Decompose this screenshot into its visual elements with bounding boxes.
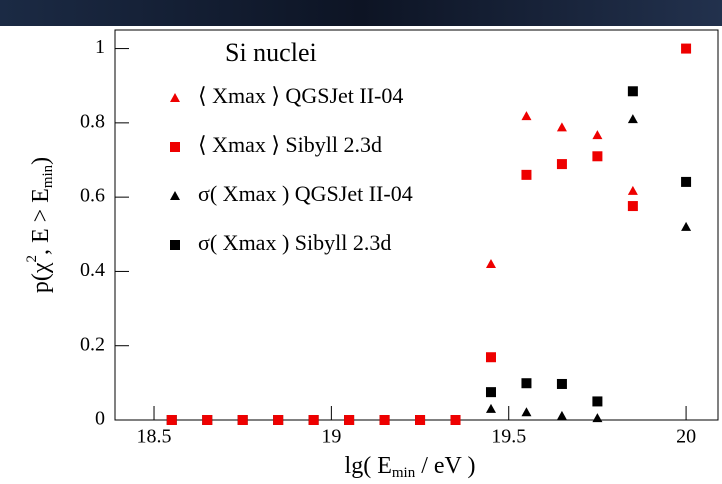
x-label-part: lg( E — [345, 453, 392, 479]
triangle-marker — [556, 410, 567, 420]
square-marker — [592, 151, 603, 162]
triangle-marker — [237, 415, 248, 424]
triangle-marker — [485, 259, 496, 268]
triangle-marker — [485, 403, 496, 413]
square-marker — [627, 86, 638, 97]
y-tick-label: 0.4 — [80, 259, 105, 281]
y-label-sup: 2 — [24, 255, 40, 263]
square-marker — [521, 169, 532, 180]
y-label-part: ) — [28, 157, 54, 165]
triangle-marker — [273, 415, 284, 424]
triangle-marker — [379, 415, 390, 424]
y-label-sub: min — [40, 164, 56, 188]
legend-marker — [170, 142, 180, 152]
triangle-marker — [681, 221, 692, 231]
legend-label: σ( Xmax ) Sibyll 2.3d — [198, 230, 391, 255]
y-label-part: p(χ — [28, 262, 54, 293]
legend-marker — [170, 240, 180, 250]
triangle-marker — [592, 130, 603, 140]
y-label-part: , E > E — [28, 188, 54, 255]
square-marker — [627, 201, 638, 212]
chart-title: Si nuclei — [225, 38, 317, 67]
square-marker — [556, 378, 567, 389]
triangle-marker — [556, 122, 567, 132]
legend-label: ⟨ Xmax ⟩ QGSJet II-04 — [198, 83, 403, 108]
triangle-marker — [344, 415, 355, 424]
legend-marker — [170, 93, 180, 102]
x-label-sub: min — [392, 465, 416, 481]
x-axis-label: lg( Emin / eV ) — [345, 453, 476, 482]
x-tick-label: 20 — [676, 426, 696, 448]
square-marker — [681, 176, 692, 187]
square-marker — [521, 378, 532, 389]
square-marker — [485, 387, 496, 398]
x-tick-label: 18.5 — [137, 426, 172, 448]
triangle-marker — [308, 415, 319, 424]
y-axis-label: p(χ2, E > Emin) — [24, 157, 56, 293]
triangle-marker — [450, 415, 461, 424]
y-tick-label: 0.2 — [80, 333, 105, 355]
header-band — [0, 0, 722, 26]
x-label-part: / eV ) — [415, 453, 475, 479]
y-tick-label: 0 — [95, 408, 105, 430]
y-tick-label: 1 — [95, 36, 105, 58]
x-tick-label: 19.5 — [491, 426, 526, 448]
triangle-marker — [166, 415, 177, 424]
triangle-marker — [681, 43, 692, 53]
x-tick-label: 19 — [321, 426, 341, 448]
square-marker — [485, 352, 496, 363]
legend-marker — [170, 191, 180, 200]
triangle-marker — [521, 111, 532, 121]
triangle-marker — [592, 413, 603, 423]
y-tick-label: 0.8 — [80, 110, 105, 132]
triangle-marker — [521, 407, 532, 417]
triangle-marker — [627, 114, 638, 124]
square-marker — [592, 396, 603, 407]
legend-label: ⟨ Xmax ⟩ Sibyll 2.3d — [198, 132, 382, 157]
triangle-marker — [202, 415, 213, 424]
y-tick-label: 0.6 — [80, 185, 105, 207]
triangle-marker — [415, 415, 426, 424]
triangle-marker — [627, 185, 638, 195]
legend-label: σ( Xmax ) QGSJet II-04 — [198, 181, 413, 206]
square-marker — [556, 159, 567, 170]
